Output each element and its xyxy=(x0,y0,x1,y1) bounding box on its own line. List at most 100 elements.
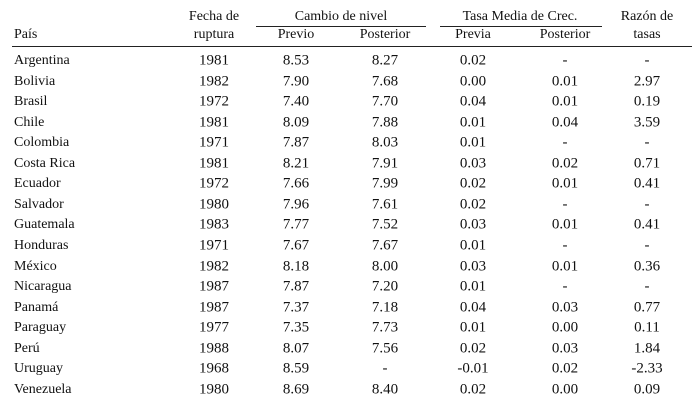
cell: - xyxy=(644,196,650,213)
column-header: tasas xyxy=(633,27,661,42)
cell: 7.88 xyxy=(371,114,399,131)
rule xyxy=(440,26,602,27)
cell: 3.59 xyxy=(633,114,661,131)
cell: - xyxy=(562,52,568,69)
column-header: ruptura xyxy=(193,27,235,42)
country: Bolivia xyxy=(14,73,56,89)
cell: 8.69 xyxy=(282,381,310,398)
cell: 0.01 xyxy=(459,319,487,336)
cell: 1988 xyxy=(199,340,229,357)
cell: 8.03 xyxy=(371,134,399,151)
country: Venezuela xyxy=(14,381,72,397)
cell: 7.91 xyxy=(371,155,399,172)
cell: 1981 xyxy=(199,114,229,131)
country: Brasil xyxy=(14,94,48,110)
cell: 0.02 xyxy=(459,340,487,357)
country: Nicaragua xyxy=(14,279,72,295)
column-header: Previa xyxy=(455,27,491,42)
country: Panamá xyxy=(14,299,59,315)
cell: 0.02 xyxy=(459,381,487,398)
cell: 7.90 xyxy=(282,73,310,90)
cell: 0.01 xyxy=(551,175,579,192)
cell: 7.56 xyxy=(371,340,399,357)
cell: 0.00 xyxy=(459,73,487,90)
cell: 0.00 xyxy=(551,381,579,398)
cell: 1.84 xyxy=(633,340,661,357)
cell: 1987 xyxy=(199,278,229,295)
cell: 1981 xyxy=(199,52,229,69)
rule xyxy=(256,26,426,27)
cell: 0.41 xyxy=(633,216,661,233)
cell: 7.87 xyxy=(282,278,310,295)
cell: - xyxy=(644,52,650,69)
cell: 7.66 xyxy=(282,175,310,192)
country: Colombia xyxy=(14,135,70,151)
cell: 0.36 xyxy=(633,258,661,275)
column-header: Previo xyxy=(277,27,315,42)
cell: 0.02 xyxy=(551,155,579,172)
cell: 0.03 xyxy=(459,155,487,172)
rule xyxy=(12,46,692,47)
cell: 0.11 xyxy=(634,319,660,336)
cell: 8.27 xyxy=(371,52,399,69)
cell: 1980 xyxy=(199,196,229,213)
country: Paraguay xyxy=(14,320,67,336)
column-header: País xyxy=(14,27,38,42)
cell: 0.03 xyxy=(551,299,579,316)
cell: 7.70 xyxy=(371,93,399,110)
cell: 7.52 xyxy=(371,216,399,233)
cell: 0.01 xyxy=(551,258,579,275)
group-header: Fecha de xyxy=(188,9,240,24)
cell: 8.53 xyxy=(282,52,310,69)
cell: 8.21 xyxy=(282,155,310,172)
group-header: Razón de xyxy=(620,9,674,24)
column-header: Posterior xyxy=(359,27,411,42)
country: Guatemala xyxy=(14,217,75,233)
cell: 0.03 xyxy=(459,216,487,233)
country: México xyxy=(14,258,57,274)
cell: 7.99 xyxy=(371,175,399,192)
cell: 7.96 xyxy=(282,196,310,213)
cell: - xyxy=(644,237,650,254)
cell: 2.97 xyxy=(633,73,661,90)
cell: 0.02 xyxy=(459,52,487,69)
cell: 1972 xyxy=(199,175,229,192)
country: Argentina xyxy=(14,53,70,68)
cell: 7.68 xyxy=(371,73,399,90)
cell: 7.73 xyxy=(371,319,399,336)
cell: 7.35 xyxy=(282,319,310,336)
cell: - xyxy=(562,134,568,151)
cell: 0.03 xyxy=(459,258,487,275)
cell: 1971 xyxy=(199,237,229,254)
cell: 1977 xyxy=(199,319,229,336)
cell: -0.01 xyxy=(457,360,489,377)
cell: 7.61 xyxy=(371,196,399,213)
cell: 0.02 xyxy=(551,360,579,377)
cell: 0.02 xyxy=(459,175,487,192)
cell: 1983 xyxy=(199,216,229,233)
cell: 7.40 xyxy=(282,93,310,110)
cell: - xyxy=(644,278,650,295)
cell: - xyxy=(562,196,568,213)
cell: 7.67 xyxy=(371,237,399,254)
cell: 7.20 xyxy=(371,278,399,295)
cell: 0.71 xyxy=(633,155,661,172)
cell: 8.40 xyxy=(371,381,399,398)
cell: - xyxy=(644,134,650,151)
cell: 1987 xyxy=(199,299,229,316)
cell: 0.01 xyxy=(459,134,487,151)
cell: 0.77 xyxy=(633,299,661,316)
cell: 0.03 xyxy=(551,340,579,357)
cell: 1982 xyxy=(199,73,229,90)
cell: 8.59 xyxy=(282,360,310,377)
cell: - xyxy=(382,360,388,377)
cell: 7.67 xyxy=(282,237,310,254)
cell: 1971 xyxy=(199,134,229,151)
group-header: Cambio de nivel xyxy=(294,9,388,24)
cell: 0.01 xyxy=(459,237,487,254)
cell: 8.00 xyxy=(371,258,399,275)
country: Salvador xyxy=(14,196,64,212)
cell: 0.19 xyxy=(633,93,661,110)
cell: 1982 xyxy=(199,258,229,275)
